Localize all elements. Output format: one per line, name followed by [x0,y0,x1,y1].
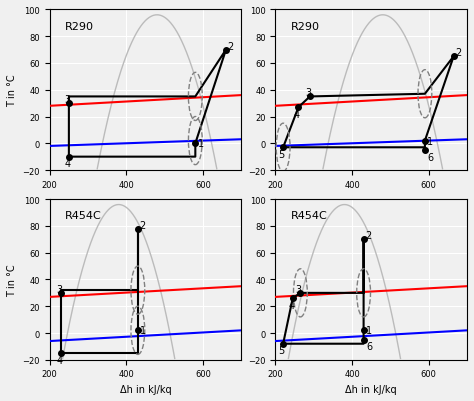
Text: 2: 2 [455,48,461,58]
Y-axis label: T in °C: T in °C [7,74,17,107]
Text: 1: 1 [140,326,146,336]
Text: 1: 1 [427,136,433,146]
Text: 5: 5 [279,346,285,356]
Text: 2: 2 [228,41,234,51]
Text: 3: 3 [305,88,311,98]
Text: 3: 3 [296,284,302,294]
Text: R290: R290 [65,22,94,32]
Text: 1: 1 [366,326,372,336]
Text: 4: 4 [288,300,294,310]
Text: R454C: R454C [291,211,328,221]
Y-axis label: T in °C: T in °C [7,263,17,296]
Text: 3: 3 [64,95,71,105]
Text: 1: 1 [198,139,204,149]
Text: R454C: R454C [65,211,102,221]
Text: 4: 4 [56,355,63,365]
X-axis label: Δh in kJ/kq: Δh in kJ/kq [346,384,397,394]
Text: 4: 4 [64,159,71,169]
Text: 6: 6 [366,342,372,352]
Text: 3: 3 [56,284,63,294]
Text: 2: 2 [365,231,372,241]
Text: 6: 6 [427,152,433,162]
Text: 2: 2 [139,220,146,230]
X-axis label: Δh in kJ/kq: Δh in kJ/kq [120,384,171,394]
Text: 4: 4 [294,109,300,119]
Text: 5: 5 [279,150,285,160]
Text: R290: R290 [291,22,320,32]
